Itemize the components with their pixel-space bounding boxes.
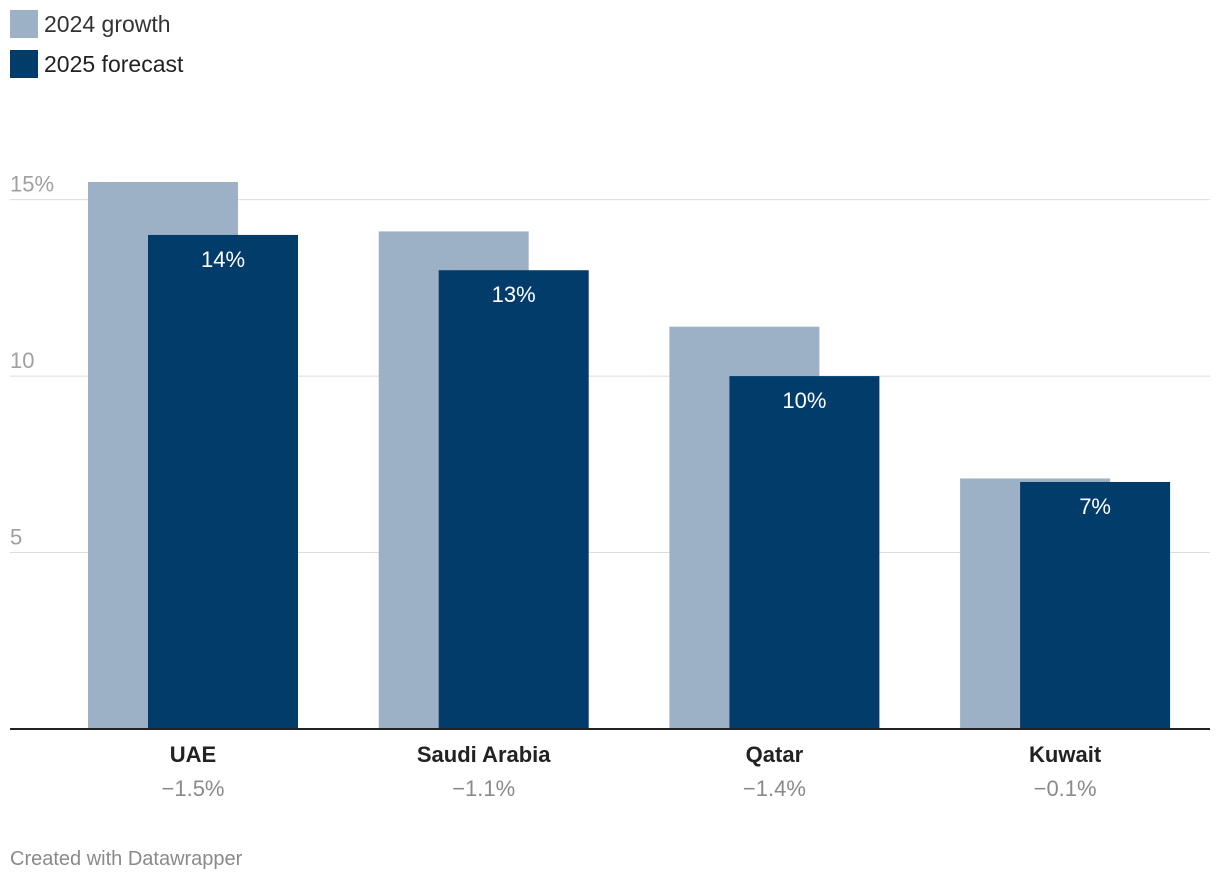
bar-2025-saudi-arabia <box>438 270 589 729</box>
data-label-uae: 14% <box>201 247 245 272</box>
category-label-qatar: Qatar <box>746 742 804 767</box>
y-tick-label-5: 5 <box>10 525 22 550</box>
category-note-qatar: −1.4% <box>743 776 806 801</box>
y-tick-label-15: 15% <box>10 172 54 197</box>
data-label-kuwait: 7% <box>1079 494 1111 519</box>
legend-swatch-2025-forecast <box>10 50 38 78</box>
bar-2025-uae <box>148 234 298 729</box>
category-note-saudi-arabia: −1.1% <box>452 776 515 801</box>
category-label-uae: UAE <box>170 742 216 767</box>
legend-item-2024-growth: 2024 growth <box>10 10 183 38</box>
data-label-qatar: 10% <box>782 388 826 413</box>
category-note-uae: −1.5% <box>162 776 225 801</box>
category-note-kuwait: −0.1% <box>1034 776 1097 801</box>
bar-2025-kuwait <box>1020 481 1171 729</box>
data-label-saudi-arabia: 13% <box>492 282 536 307</box>
legend-label-2025-forecast: 2025 forecast <box>44 50 184 77</box>
bar-2025-qatar <box>729 376 880 729</box>
legend-label-2024-growth: 2024 growth <box>44 10 171 37</box>
category-label-kuwait: Kuwait <box>1029 742 1102 767</box>
footer-credit: Created with Datawrapper <box>10 848 243 870</box>
legend-swatch-2024-growth <box>10 10 38 38</box>
legend: 2024 growth 2025 forecast <box>10 10 183 90</box>
category-label-saudi-arabia: Saudi Arabia <box>417 742 551 767</box>
y-tick-label-10: 10 <box>10 348 34 373</box>
legend-item-2025-forecast: 2025 forecast <box>10 50 183 78</box>
